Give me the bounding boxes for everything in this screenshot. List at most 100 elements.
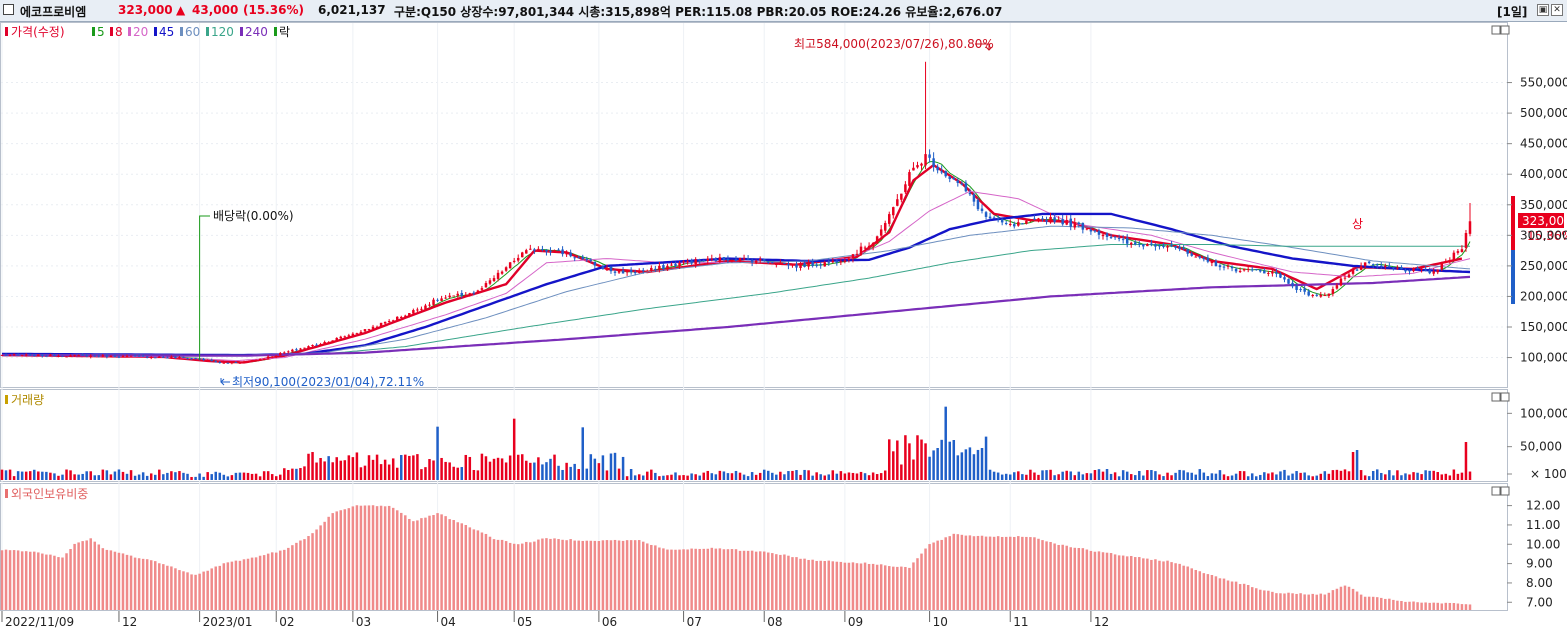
volume-bar — [545, 462, 548, 480]
foreign-bar — [1146, 558, 1149, 610]
volume-bar — [1424, 470, 1427, 480]
candle-body — [791, 264, 794, 266]
volume-legend: 거래량 — [11, 393, 44, 407]
candle-body — [1025, 220, 1028, 224]
foreign-bar — [936, 540, 939, 610]
candle-body — [1041, 218, 1044, 220]
candle-body — [65, 356, 68, 358]
foreign-bar — [24, 551, 28, 610]
candle-body — [678, 262, 681, 267]
foreign-bar — [867, 563, 871, 610]
foreign-bar — [754, 551, 758, 610]
volume-bar — [637, 474, 641, 480]
candle-body — [593, 261, 597, 266]
volume-bar — [803, 469, 806, 480]
foreign-bar — [295, 542, 298, 610]
volume-bar — [496, 457, 500, 480]
select-checkbox[interactable] — [3, 4, 14, 15]
foreign-panel-frame — [0, 483, 1508, 611]
volume-bar — [762, 469, 766, 480]
period-selector[interactable]: [1일] — [1497, 5, 1528, 19]
candle-body — [137, 355, 141, 357]
foreign-bar — [960, 534, 964, 610]
last-price-marker: 323,000 15.36% — [1511, 196, 1567, 304]
volume-bar — [1093, 470, 1097, 480]
foreign-bar — [912, 562, 915, 610]
panel-buttons[interactable] — [1491, 25, 1510, 496]
volume-bar — [1460, 472, 1464, 480]
foreign-bar — [105, 549, 109, 610]
foreign-bar — [565, 540, 568, 610]
volume-bar — [367, 455, 371, 480]
volume-bar — [504, 462, 508, 480]
volume-bar — [460, 467, 464, 480]
volume-bar — [1291, 473, 1294, 480]
candle-body — [468, 293, 472, 295]
candle-body — [1101, 234, 1105, 237]
foreign-bar — [1396, 600, 1399, 610]
volume-bar — [1432, 470, 1435, 480]
foreign-bar — [650, 544, 653, 610]
volume-bar — [553, 454, 556, 480]
foreign-bar — [49, 554, 52, 610]
volume-bar — [1299, 472, 1302, 480]
candle-body — [125, 355, 129, 357]
maximize-icon[interactable]: ▣ — [1537, 4, 1549, 16]
candle-body — [492, 278, 496, 281]
foreign-bar — [162, 564, 165, 610]
foreign-bar — [335, 511, 338, 610]
candle-body — [984, 212, 988, 217]
candle-body — [258, 358, 262, 361]
candle-body — [1319, 294, 1323, 297]
candle-body — [956, 180, 960, 183]
foreign-bar — [424, 517, 427, 610]
legend-ma-8: 8 — [115, 25, 123, 39]
foreign-bar — [1202, 573, 1206, 610]
foreign-bar — [1198, 571, 1202, 610]
foreign-bar — [827, 560, 831, 610]
candle-body — [1077, 222, 1081, 224]
low-annotation: 최저90,100(2023/01/04),72.11% — [220, 375, 424, 389]
volume-bar — [24, 471, 28, 480]
foreign-bar — [1263, 590, 1266, 610]
candle-body — [323, 342, 326, 345]
candle-body — [270, 356, 274, 358]
candle-body — [625, 270, 629, 273]
candle-body — [218, 362, 222, 364]
volume-bar — [1335, 469, 1339, 480]
candle-body — [1138, 243, 1141, 245]
volume-bar — [1162, 476, 1165, 480]
foreign-bar — [625, 540, 629, 610]
volume-bar — [1210, 473, 1214, 480]
candlesticks — [0, 61, 1472, 365]
foreign-bar — [1343, 585, 1347, 610]
candle-body — [174, 356, 177, 358]
volume-bar — [1238, 471, 1242, 480]
foreign-tick-label: 12.00 — [1526, 499, 1560, 513]
volume-bar — [1355, 450, 1359, 480]
close-icon[interactable]: ✕ — [1551, 4, 1563, 16]
volume-bar — [968, 447, 972, 480]
candle-body — [440, 298, 443, 301]
candle-body — [605, 267, 609, 271]
low-label: 최저90,100(2023/01/04),72.11% — [232, 375, 424, 389]
volume-bar — [742, 474, 746, 480]
candle-body — [1287, 279, 1290, 284]
volume-bar — [1323, 471, 1327, 480]
foreign-bar — [1392, 599, 1395, 610]
last-price-tag: 323,000 — [1522, 214, 1567, 228]
candle-body — [1186, 249, 1189, 254]
volume-bar — [1359, 470, 1363, 480]
candle-body — [617, 270, 621, 273]
candle-body — [537, 248, 540, 250]
foreign-bar — [460, 523, 464, 610]
candle-body — [811, 261, 814, 267]
foreign-bar — [145, 559, 149, 610]
foreign-bar — [980, 535, 984, 610]
foreign-bar — [775, 554, 778, 610]
foreign-bar — [262, 555, 266, 610]
foreign-bar — [698, 548, 701, 610]
grid — [1, 23, 1507, 610]
volume-bar — [363, 465, 367, 480]
price-tick-label: 500,000 — [1520, 106, 1567, 120]
